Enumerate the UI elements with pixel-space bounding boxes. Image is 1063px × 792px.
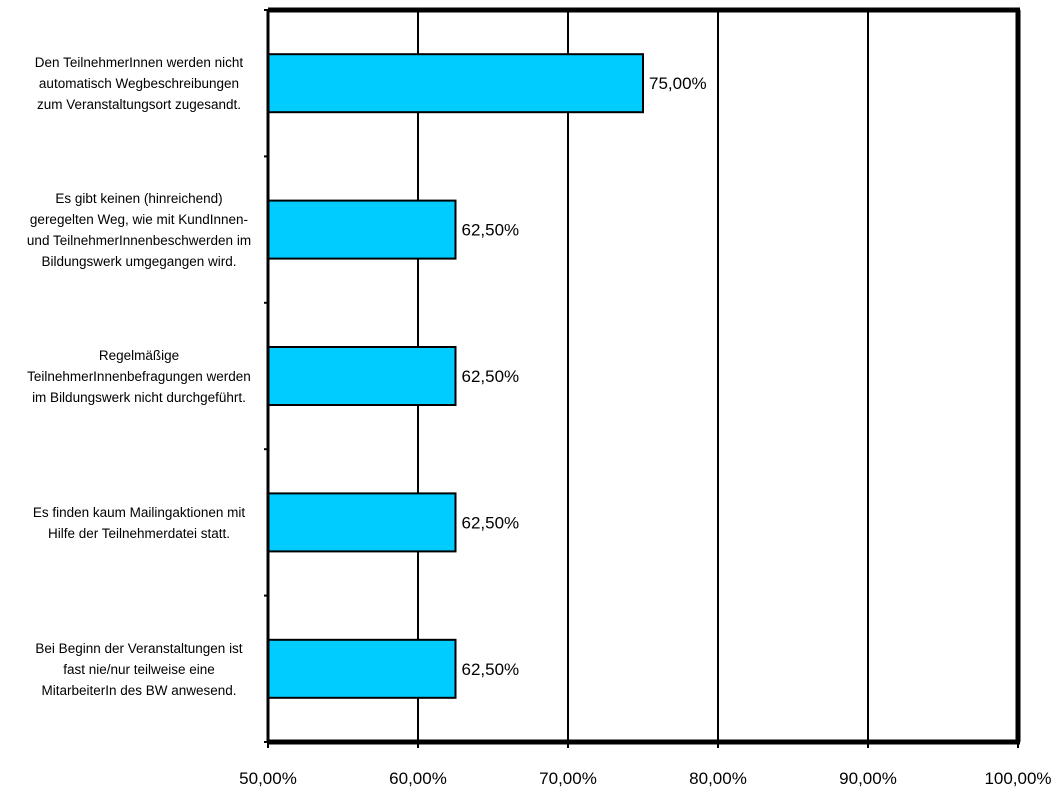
x-tick-label: 100,00% xyxy=(984,769,1051,788)
category-label: Regelmäßige TeilnehmerInnenbefragungen we… xyxy=(27,348,251,405)
x-tick-label: 70,00% xyxy=(539,769,597,788)
category-label: Es gibt keinen (hinreichend) geregelten W… xyxy=(27,191,251,269)
x-tick-label: 80,00% xyxy=(689,769,747,788)
category-label: Bei Beginn der Veranstaltungen ist fast n… xyxy=(35,641,242,698)
data-label: 62,50% xyxy=(462,367,520,386)
bar xyxy=(267,199,457,260)
x-tick-label: 60,00% xyxy=(389,769,447,788)
bars xyxy=(267,53,644,699)
bar xyxy=(267,638,457,699)
data-label: 75,00% xyxy=(649,74,707,93)
category-label: Es finden kaum Mailingaktionen mit Hilfe … xyxy=(33,505,246,541)
labels: 50,00% 60,00% 70,00% 80,00% 90,00% 100,00% 75,… xyxy=(27,55,1052,788)
x-tick-label: 50,00% xyxy=(239,769,297,788)
data-label: 62,50% xyxy=(462,660,520,679)
bar xyxy=(267,53,644,114)
axes xyxy=(264,7,1021,748)
category-label: Den TeilnehmerInnen werden nicht automati… xyxy=(35,55,244,112)
x-tick-label: 90,00% xyxy=(839,769,897,788)
data-label: 62,50% xyxy=(462,221,520,240)
data-label: 62,50% xyxy=(462,513,520,532)
bar xyxy=(267,346,457,406)
bar xyxy=(267,492,457,553)
